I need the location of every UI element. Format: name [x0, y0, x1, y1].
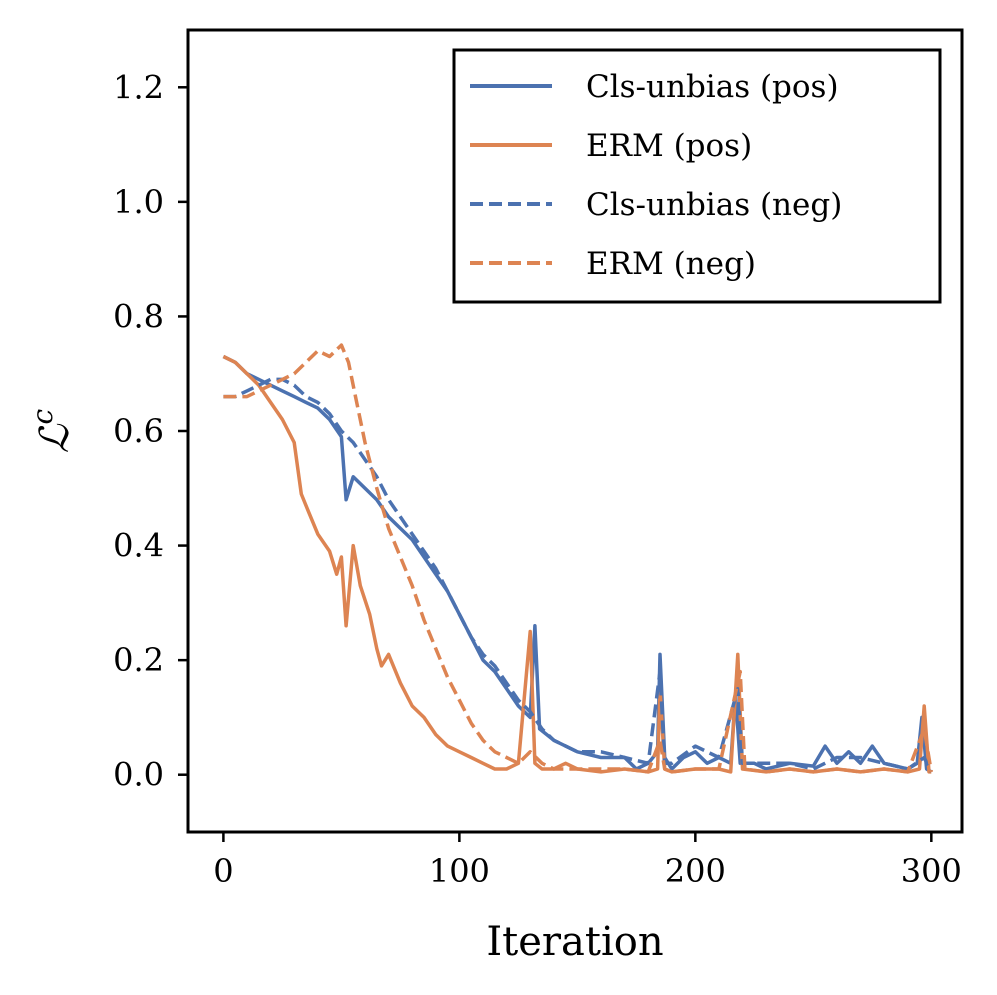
legend-entries: Cls-unbias (pos) ERM (pos) Cls-unbias (neg… — [470, 69, 842, 282]
y-axis-title: ℒc — [26, 408, 78, 453]
y-axis: 0.0 0.2 0.4 0.6 0.8 1.0 1.2 — [113, 68, 188, 794]
y-axis-title-main: ℒ — [32, 423, 78, 453]
y-axis-title-superscript: c — [26, 408, 59, 424]
legend-label: Cls-unbias (pos) — [586, 69, 839, 105]
legend-label: Cls-unbias (neg) — [586, 187, 842, 223]
legend-label: ERM (neg) — [586, 246, 756, 282]
svg-text:ℒc: ℒc — [26, 408, 78, 453]
x-tick-label: 0 — [213, 852, 233, 890]
legend-label: ERM (pos) — [586, 128, 752, 164]
x-axis: 0 100 200 300 — [213, 832, 962, 890]
x-tick-label: 200 — [665, 852, 726, 890]
series-group — [222, 343, 934, 774]
series-line-erm-neg — [223, 343, 934, 774]
y-tick-label: 1.0 — [113, 183, 164, 221]
y-tick-label: 1.2 — [113, 68, 164, 106]
y-tick-label: 0.4 — [113, 527, 164, 565]
y-tick-label: 0.0 — [113, 756, 164, 794]
series-line-cls-unbias-neg — [223, 377, 933, 773]
legend: Cls-unbias (pos) ERM (pos) Cls-unbias (neg… — [452, 48, 942, 304]
x-tick-label: 300 — [901, 852, 962, 890]
y-tick-label: 0.8 — [113, 297, 164, 335]
y-tick-label: 0.6 — [113, 412, 164, 450]
y-tick-label: 0.2 — [113, 641, 164, 679]
x-tick-label: 100 — [429, 852, 490, 890]
legend-box — [452, 48, 942, 304]
x-axis-title: Iteration — [486, 919, 663, 965]
